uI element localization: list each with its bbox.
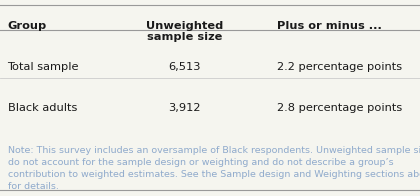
Text: Total sample: Total sample [8, 62, 79, 72]
Text: 3,912: 3,912 [168, 103, 201, 113]
Text: Unweighted
sample size: Unweighted sample size [146, 21, 223, 42]
Text: Black adults: Black adults [8, 103, 77, 113]
Text: 2.2 percentage points: 2.2 percentage points [277, 62, 402, 72]
Text: Plus or minus ...: Plus or minus ... [277, 21, 382, 31]
Text: 6,513: 6,513 [168, 62, 201, 72]
Text: Note: This survey includes an oversample of Black respondents. Unweighted sample: Note: This survey includes an oversample… [8, 146, 420, 191]
Text: 2.8 percentage points: 2.8 percentage points [277, 103, 402, 113]
Text: Group: Group [8, 21, 47, 31]
